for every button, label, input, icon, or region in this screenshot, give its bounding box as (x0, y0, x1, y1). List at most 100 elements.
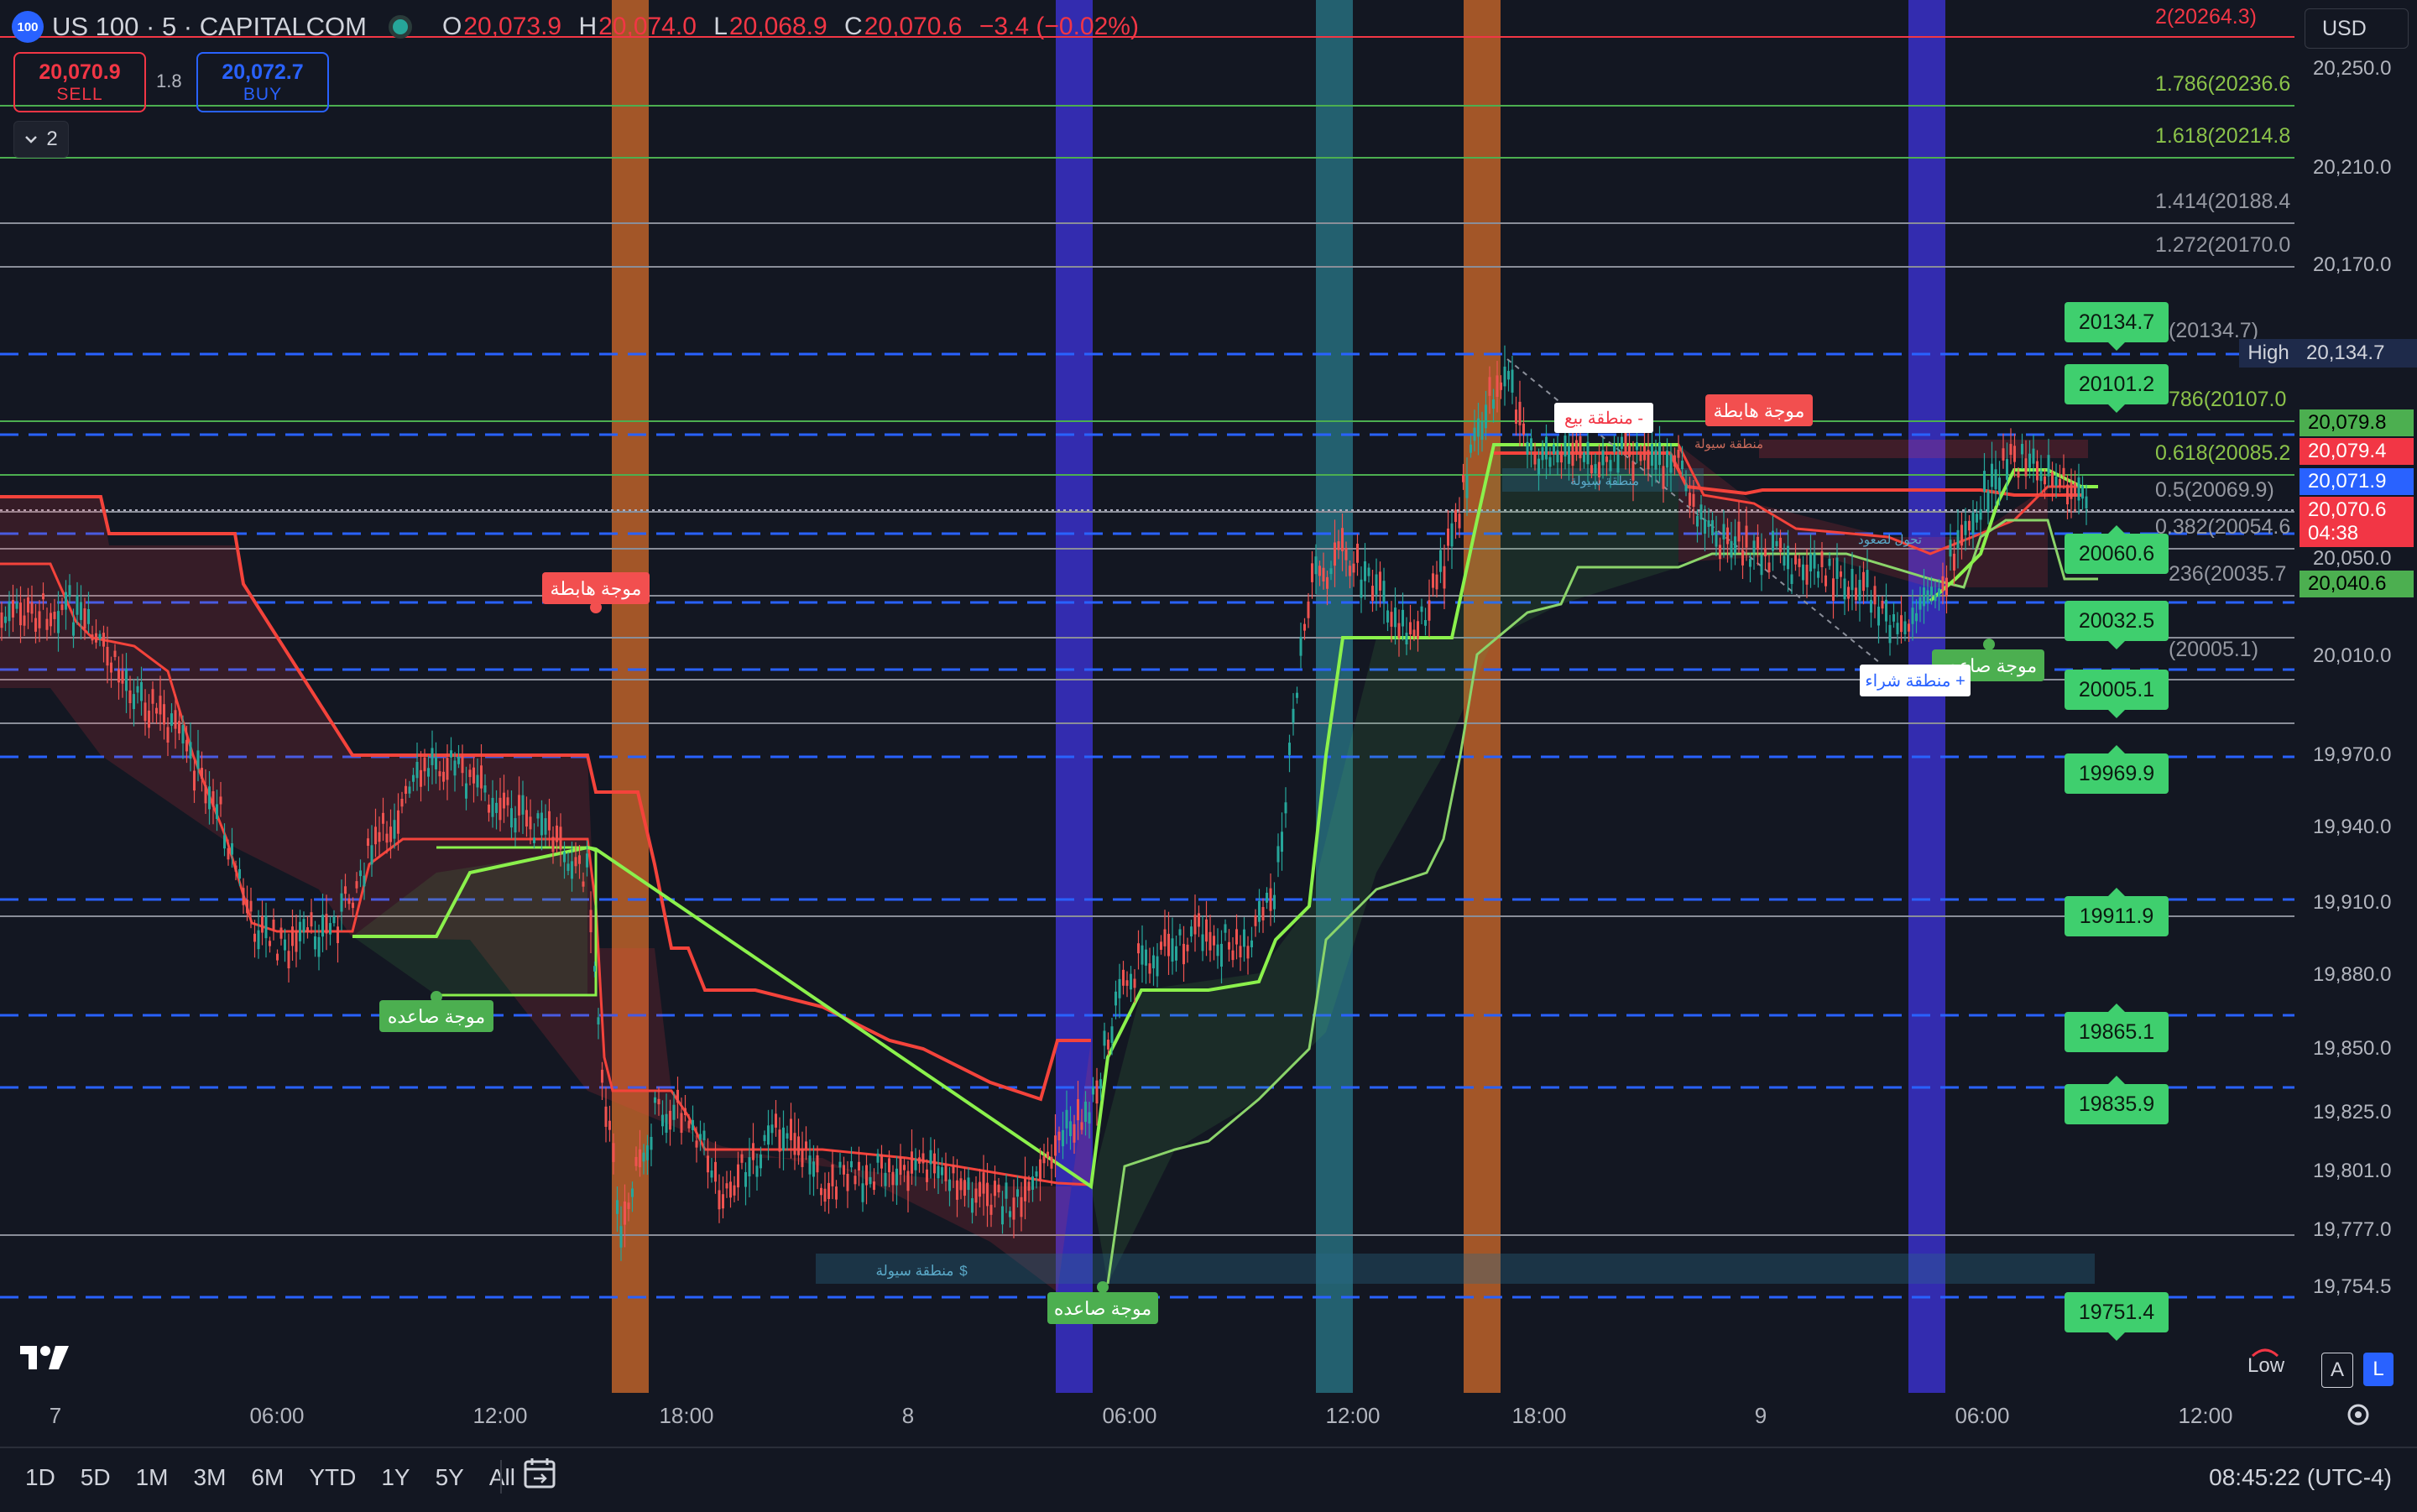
timeframe-5y[interactable]: 5Y (435, 1464, 464, 1490)
candle-body (1775, 540, 1778, 547)
timeframe-3m[interactable]: 3M (193, 1464, 227, 1490)
candle-body (144, 702, 147, 722)
price-axis-label: 20,170.0 (2313, 253, 2392, 276)
candle-body (1586, 441, 1590, 465)
session-band-blue (1056, 0, 1093, 1393)
candle-body (2002, 448, 2005, 461)
price-axis-label: 20,250.0 (2313, 57, 2392, 80)
sell-button[interactable]: 20,070.9 SELL (13, 52, 146, 112)
candle-body (1326, 576, 1329, 589)
candle-body (1941, 576, 1945, 592)
high-value: 20,074.0 (598, 13, 697, 40)
bullish-support-line (1106, 519, 2098, 1285)
candle-body (661, 1114, 664, 1127)
timeframe-1d[interactable]: 1D (25, 1464, 55, 1490)
candle-body (559, 826, 562, 850)
candle-body (1428, 600, 1431, 621)
tradingview-logo-icon[interactable] (18, 1343, 72, 1373)
candle-body (1201, 934, 1204, 952)
price-axis-label: 19,801.0 (2313, 1160, 2392, 1182)
auto-scale-button[interactable]: A (2321, 1353, 2353, 1388)
candle-body (1213, 936, 1215, 946)
timeframe-6m[interactable]: 6M (251, 1464, 285, 1490)
candle-body (1480, 421, 1484, 441)
candle-body (181, 725, 185, 744)
candle-body (763, 1134, 766, 1141)
candle-body (911, 1151, 913, 1174)
candle-body (113, 650, 117, 658)
candle-body (242, 888, 245, 905)
candle-body (1198, 913, 1200, 927)
candle-body (1057, 1131, 1061, 1140)
indicators-collapse-button[interactable]: 2 (13, 121, 69, 158)
level-box: 19865.1 (2065, 1012, 2169, 1052)
candle-body (264, 915, 268, 939)
timeframe-all[interactable]: All (488, 1464, 515, 1490)
log-scale-button[interactable]: L (2363, 1353, 2394, 1386)
candle-body (971, 1198, 974, 1213)
candle-body (1080, 1122, 1083, 1130)
candle-body (1470, 444, 1472, 453)
candle-body (310, 912, 313, 927)
candle-body (639, 1149, 641, 1168)
buy-button[interactable]: 20,072.7 BUY (196, 52, 329, 112)
candle-body (219, 796, 222, 805)
candle-body (1704, 519, 1706, 534)
candle-body (389, 826, 392, 842)
candle-body (95, 633, 97, 643)
candle-body (0, 612, 3, 628)
svg-text:1.786(20236.6: 1.786(20236.6 (2155, 72, 2290, 96)
candle-body (415, 762, 419, 779)
timeframe-5d[interactable]: 5D (80, 1464, 111, 1490)
timeframe-1y[interactable]: 1Y (381, 1464, 410, 1490)
candle-body (1719, 545, 1721, 560)
candle-body (1477, 418, 1480, 437)
bearish-trail-line (0, 495, 1091, 1102)
candle-body (159, 696, 162, 715)
price-axis-label: 19,910.0 (2313, 891, 2392, 914)
candle-body (699, 1134, 702, 1139)
low-badge[interactable]: Low (2247, 1354, 2285, 1377)
candle-body (1276, 846, 1280, 863)
timeframe-1m[interactable]: 1M (135, 1464, 169, 1490)
candle-body (50, 613, 52, 627)
bottom-toolbar (0, 1447, 2417, 1512)
candle-body (529, 816, 532, 830)
candle-body (948, 1179, 951, 1191)
candle-body (1579, 435, 1582, 459)
clock-timezone[interactable]: 08:45:22 (UTC-4) (2209, 1464, 2392, 1490)
level-box: 19969.9 (2065, 753, 2169, 794)
candle-body (1084, 1101, 1087, 1123)
candle-body (1020, 1197, 1023, 1217)
candle-body (865, 1165, 868, 1186)
candle-body (234, 865, 238, 872)
price-badge-green: 20,040.6 (2300, 571, 2414, 597)
candle-body (72, 622, 75, 636)
price-axis[interactable]: 20,250.0 20,210.0 20,170.0 20,050.0 20,010.0… (2294, 0, 2417, 1393)
candle-body (1367, 567, 1370, 576)
candle-body (982, 1172, 985, 1194)
candle-body (1311, 563, 1313, 582)
candle-body (601, 1069, 603, 1083)
date-range-calendar-icon[interactable] (520, 1455, 559, 1494)
candle-body (321, 915, 324, 937)
candle-body (453, 760, 457, 776)
candle-body (102, 633, 105, 647)
candle-body (1888, 624, 1892, 644)
candle-body (1651, 444, 1653, 467)
candle-body (1492, 399, 1495, 409)
candle-body (1571, 442, 1574, 467)
candle-body (1805, 565, 1809, 585)
candle-body (748, 1157, 751, 1177)
bear-cloud (0, 497, 1091, 1292)
candle-body (325, 914, 328, 934)
candle-body (1722, 524, 1725, 540)
time-axis[interactable]: 7 06:00 12:00 18:00 8 06:00 12:00 18:00 9 06:00 12… (0, 1393, 2294, 1443)
symbol-title[interactable]: US 100 · 5 · CAPITALCOM (52, 12, 367, 41)
settings-gear-icon[interactable] (2341, 1398, 2375, 1431)
currency-selector[interactable]: USD (2305, 8, 2409, 49)
candle-body (1855, 587, 1857, 601)
timeframe-ytd[interactable]: YTD (309, 1464, 357, 1490)
candle-body (1125, 980, 1129, 986)
